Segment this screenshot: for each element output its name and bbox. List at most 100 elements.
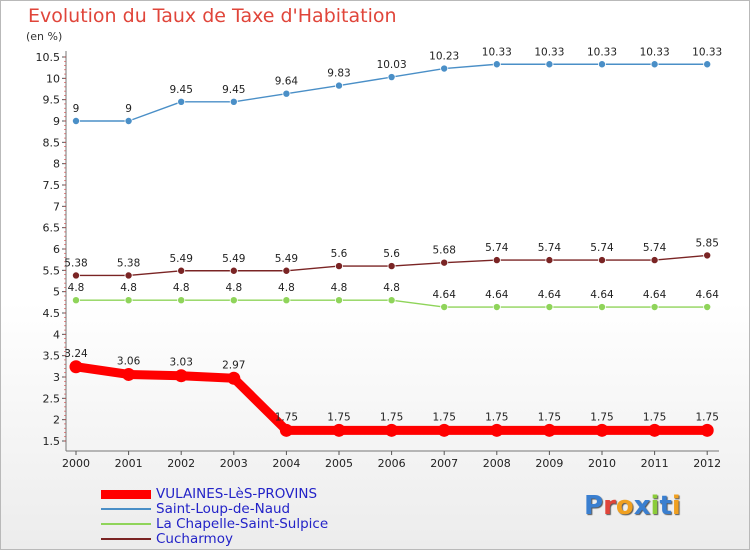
y-tick-label: 6.5 [43,222,61,235]
data-label: 5.49 [275,253,298,265]
data-point [545,303,554,312]
data-label: 5.6 [331,248,348,260]
y-tick-label: 5.5 [43,264,61,277]
data-label: 10.03 [377,59,407,71]
data-label: 10.23 [429,51,459,63]
data-label: 3.06 [117,355,141,367]
data-point [650,60,659,69]
legend-label: Cucharmoy [156,531,233,547]
y-tick-label: 1.5 [43,435,61,448]
x-tick-label: 2001 [115,457,143,470]
x-tick-label: 2005 [325,457,353,470]
data-point [282,266,291,275]
data-label: 10.33 [482,46,512,58]
legend-swatch [101,508,151,510]
y-tick-label: 4.5 [43,307,61,320]
chart-title: Evolution du Taux de Taxe d'Habitation [28,5,397,27]
data-point [700,423,714,437]
y-tick-label: 7.5 [43,179,61,192]
data-point [124,271,133,280]
data-label: 1.75 [380,411,403,423]
data-label: 5.74 [485,242,509,254]
data-point [282,89,291,98]
x-tick-label: 2002 [167,457,195,470]
data-label: 1.75 [696,411,719,423]
data-label: 4.64 [538,289,562,301]
data-point [124,117,133,126]
data-label: 4.64 [696,289,720,301]
data-label: 5.6 [383,248,400,260]
data-label: 5.68 [433,245,456,257]
y-unit-label: (en %) [26,30,63,43]
data-label: 4.8 [120,282,137,294]
x-tick-label: 2004 [272,457,300,470]
data-label: 1.75 [327,411,350,423]
data-point [282,296,291,305]
data-label: 1.75 [275,411,298,423]
data-label: 5.38 [117,257,140,269]
data-point [650,303,659,312]
data-point [387,296,396,305]
data-label: 4.64 [433,289,457,301]
data-label: 10.33 [534,46,564,58]
legend-swatch [101,523,151,525]
data-point [332,423,346,437]
x-tick-label: 2010 [588,457,616,470]
data-point [440,303,449,312]
data-point [72,117,81,126]
data-point [387,262,396,271]
data-point [177,97,186,106]
data-label: 9.45 [222,84,245,96]
y-tick-label: 8 [53,158,60,171]
data-point [437,423,451,437]
data-label: 9 [125,103,132,115]
data-point [334,296,343,305]
data-label: 4.8 [225,282,242,294]
y-tick-label: 2 [53,414,60,427]
data-label: 5.49 [222,253,245,265]
data-label: 5.49 [170,253,193,265]
data-point [492,60,501,69]
y-tick-label: 10 [46,72,60,85]
data-label: 4.8 [68,282,85,294]
data-point [334,262,343,271]
data-label: 2.97 [222,359,245,371]
data-label: 5.74 [538,242,562,254]
data-label: 5.85 [696,237,719,249]
data-point [385,423,399,437]
data-point [177,266,186,275]
data-point [650,256,659,265]
y-tick-label: 3.5 [43,350,61,363]
data-point [545,256,554,265]
proxiti-logo: Proxiti [584,491,681,521]
data-label: 4.64 [643,289,667,301]
data-label: 1.75 [538,411,561,423]
data-label: 4.64 [590,289,614,301]
data-point [440,258,449,267]
data-point [492,303,501,312]
legend-label: VULAINES-LèS-PROVINS [156,486,318,502]
data-label: 9.45 [170,84,193,96]
y-tick-label: 3 [53,371,60,384]
x-tick-label: 2012 [693,457,721,470]
data-point [490,423,504,437]
data-label: 5.74 [643,242,667,254]
data-point [174,369,188,383]
data-label: 9.64 [275,76,299,88]
y-tick-label: 5 [53,286,60,299]
y-tick-label: 8.5 [43,136,61,149]
data-label: 4.8 [331,282,348,294]
x-tick-label: 2007 [430,457,458,470]
y-tick-label: 10.5 [36,51,61,64]
y-tick-label: 9.5 [43,94,61,107]
data-point [598,303,607,312]
x-tick-label: 2003 [220,457,248,470]
data-point [334,81,343,90]
data-point [703,251,712,260]
x-tick-label: 2011 [641,457,669,470]
y-tick-label: 4 [53,328,60,341]
data-point [227,371,241,385]
data-point [229,266,238,275]
